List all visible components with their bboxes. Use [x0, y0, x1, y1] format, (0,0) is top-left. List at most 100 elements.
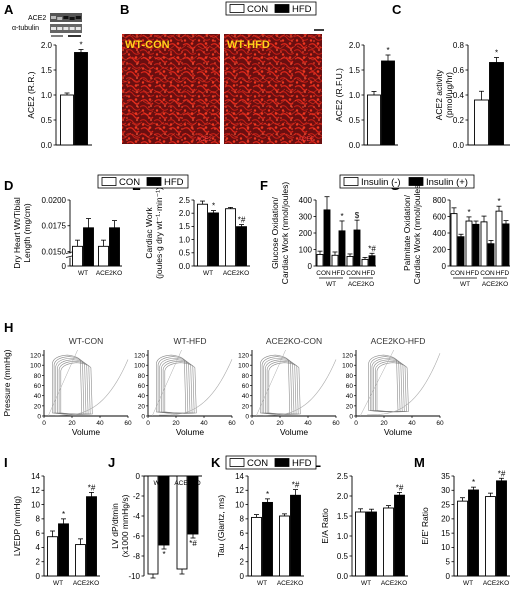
chart-G-ylabel: Palmitate Oxidation/: [402, 194, 412, 271]
chart-I-ytick-label: 8: [36, 515, 41, 524]
chart-A-bar-hfd-0: [74, 52, 88, 146]
chart-F-supergroup-0: WT: [326, 281, 336, 288]
blot-band-ace2: [63, 16, 69, 19]
chart-G-bar-hfd-2: [487, 243, 495, 267]
chart-G-category-0: CON: [450, 270, 465, 277]
chart-D-ylabel: Dry Heart Wt/Tibial: [12, 197, 22, 269]
pv-panel-1-xtick-label: 60: [228, 420, 236, 427]
chart-F-ytick-label: 0: [308, 262, 313, 271]
chart-L-ytick-label: 0.5: [337, 552, 349, 561]
chart-G-category-1: HFD: [466, 270, 480, 277]
blot-label-tubulin: α-tubulin: [12, 25, 39, 32]
chart-F-ylabel: Cardiac Work (nmol/joules): [280, 182, 290, 285]
chart-M-bar-hfd-0: [468, 489, 479, 577]
chart-M-ytick-label: 35: [441, 472, 450, 481]
chart-L-ytick-label: 1.0: [337, 532, 349, 541]
chart-J-ytick-label: -6: [133, 532, 141, 541]
chart-L-sig-hfd-1: *#: [396, 483, 404, 492]
chart-E-bar-hfd-0: [208, 212, 219, 267]
chart-I-category-0: WT: [53, 580, 63, 587]
chart-F-bar-con-3: [361, 258, 369, 267]
pv-panel-1-loop: [164, 362, 197, 414]
chart-I-sig-hfd-1: *#: [88, 483, 96, 492]
panel-letter-F: F: [260, 178, 268, 193]
chart-K-bar-con-1: [279, 515, 290, 577]
chart-G-ytick-label: 600: [433, 212, 447, 221]
chart-E-ytick-label: 2.0: [179, 209, 191, 218]
chart-L-category-0: WT: [361, 580, 371, 587]
chart-E-ylabel: (joules·g dry wt⁻¹·min⁻¹): [154, 187, 164, 279]
pv-panel-3-xtick-label: 60: [436, 420, 444, 427]
chart-I-ytick-label: 2: [36, 558, 41, 567]
blot-band-tubulin: [51, 27, 56, 30]
pv-panel-1-xtick-label: 20: [172, 420, 180, 427]
chart-B-ytick-label: 1.0: [349, 91, 361, 100]
legend-bottom-label-b: HFD: [292, 458, 312, 469]
chart-E-ytick-label: 0.0: [179, 262, 191, 271]
chart-K-bar-hfd-1: [290, 494, 301, 577]
panel-letter-J: J: [108, 455, 115, 470]
legend-top-label-a: CON: [247, 4, 268, 15]
chart-B-ylabel: ACE2 (R.F.U.): [334, 68, 344, 122]
chart-F-sig-hfd-3: *#: [368, 244, 376, 253]
blot-band-tubulin: [69, 27, 75, 30]
chart-E-bar-con-0: [197, 203, 208, 267]
chart-G-supergroup-1: ACE2KO: [482, 281, 508, 288]
chart-C-ylabel: (pmol/μg/hr): [444, 72, 454, 118]
chart-E-ytick-label: 2.5: [179, 196, 191, 205]
chart-J-category-0: WT: [153, 480, 163, 487]
micrograph-wt-con-title: WT-CON: [125, 39, 170, 51]
chart-B-ytick-label: 2.0: [349, 41, 361, 50]
panel-letter-M: M: [414, 455, 425, 470]
chart-D-bar-hfd-0: [83, 227, 94, 267]
pv-panel-2-xtick-label: 0: [250, 420, 254, 427]
chart-D-ytick-label: 0.0200: [42, 196, 67, 205]
pv-panel-0-xlabel: Volume: [72, 427, 101, 437]
chart-I-bar-hfd-0: [58, 523, 69, 577]
chart-J-ytick-label: -4: [133, 512, 141, 521]
legend-bottom-swatch-a: [229, 458, 245, 467]
chart-J-sig-hfd-0: *: [162, 550, 165, 559]
blot-band-tubulin: [75, 27, 81, 30]
chart-A-ylabel: ACE2 (R.R.): [26, 71, 36, 118]
panel-letter-L: L: [313, 455, 321, 470]
pv-panel-0-xtick-label: 0: [42, 420, 46, 427]
chart-J-ytick-label: -10: [128, 572, 140, 581]
chart-B-bar-con-0: [367, 94, 381, 146]
chart-A-ytick-label: 1.5: [41, 66, 53, 75]
chart-G-bar-con-1: [465, 220, 473, 267]
panel-letter-D: D: [4, 178, 13, 193]
chart-D-bar-con-1: [98, 245, 109, 267]
chart-M-category-0: WT: [463, 580, 473, 587]
pv-panel-3-xtick-label: 0: [354, 420, 358, 427]
chart-J-category-1: ACE2KO: [174, 480, 200, 487]
chart-F-category-1: HFD: [332, 270, 346, 277]
chart-A-bar-con-0: [60, 94, 74, 146]
chart-D-axis-break: [66, 253, 124, 258]
pv-panel-0-ytick-label: 100: [30, 363, 41, 370]
chart-E-category-1: ACE2KO: [223, 270, 249, 277]
chart-D-ylabel: Length (mg/cm): [22, 203, 32, 263]
pv-panel-3-espvr-line: [359, 349, 395, 417]
pv-panel-1-ytick-label: 40: [138, 393, 146, 400]
pv-panel-3-ytick-label: 40: [346, 393, 354, 400]
chart-C-ytick-label: 0.0: [453, 141, 465, 150]
pv-panel-2-edpvr-curve: [263, 359, 337, 416]
chart-K-bar-con-0: [251, 516, 262, 577]
chart-C-sig-hfd-0: *: [495, 49, 498, 58]
blot-label-ace2: ACE2: [28, 15, 46, 22]
chart-L-ylabel: E/A Ratio: [320, 508, 330, 544]
chart-D-category-0: WT: [78, 270, 88, 277]
pv-panel-0-ytick-label: 20: [34, 403, 42, 410]
legend-top-label-b: HFD: [292, 4, 312, 15]
chart-F-bar-con-0: [316, 253, 324, 267]
blot-band-tubulin: [63, 27, 69, 30]
chart-L-ytick-label: 0.0: [337, 572, 349, 581]
pv-panel-2-xtick-label: 60: [332, 420, 340, 427]
pv-panel-2-ytick-label: 120: [238, 353, 249, 360]
pv-panel-1-xlabel: Volume: [176, 427, 205, 437]
pv-panel-3-loop: [376, 362, 409, 413]
pv-panel-3-title: ACE2KO-HFD: [371, 336, 426, 346]
chart-E-ytick-label: 0.5: [179, 249, 191, 258]
